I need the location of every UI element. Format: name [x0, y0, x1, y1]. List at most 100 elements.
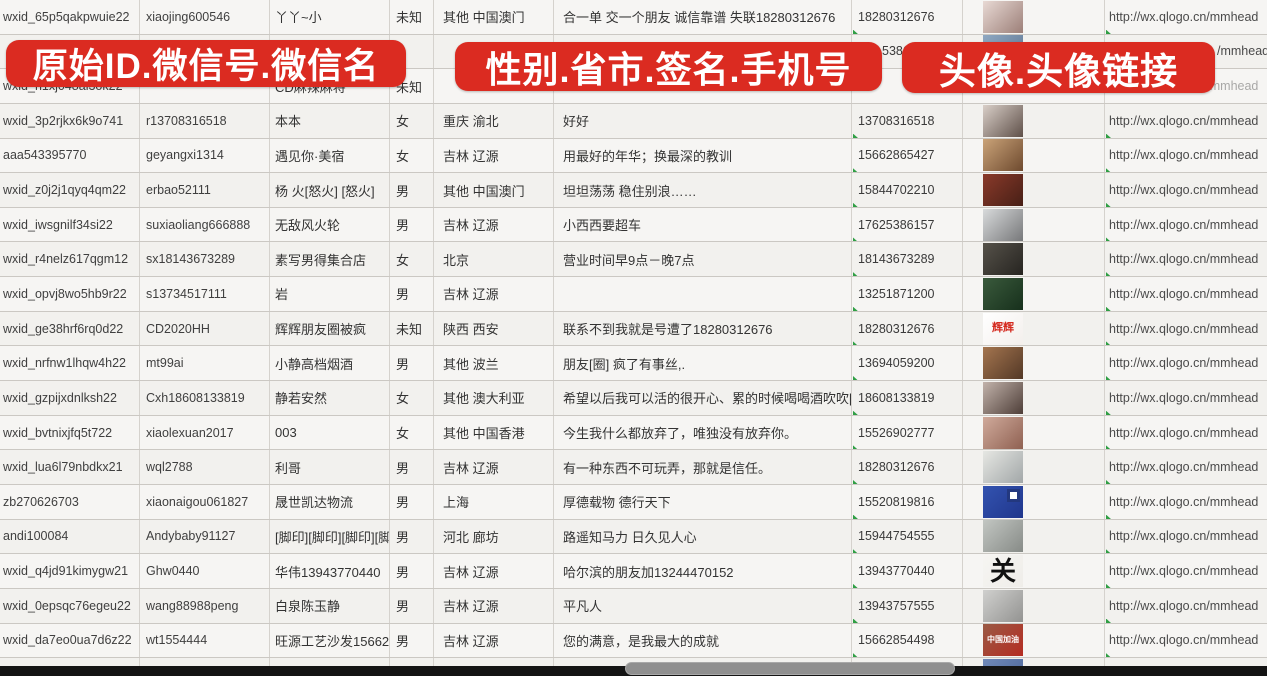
cell-avatar-url[interactable]: http://wx.qlogo.cn/mmhead — [1105, 277, 1267, 311]
cell-avatar-url[interactable]: http://wx.qlogo.cn/mmhead — [1105, 485, 1267, 519]
cell-phone[interactable]: 15662865427 — [852, 138, 963, 173]
cell-original-id[interactable]: zb270626703 — [0, 484, 140, 519]
cell-wechat-id[interactable]: Ghw0440 — [140, 554, 270, 588]
cell-avatar-url[interactable]: http://wx.qlogo.cn/mmhead — [1105, 312, 1267, 346]
cell-wechat-id[interactable]: xiaojing600546 — [140, 0, 270, 34]
cell-gender[interactable]: 女 — [390, 381, 434, 415]
cell-wechat-name[interactable]: 晟世凯达物流 — [270, 484, 390, 519]
cell-gender[interactable]: 男 — [390, 623, 434, 658]
cell-phone[interactable]: 18280312676 — [852, 450, 963, 484]
cell-gender[interactable]: 男 — [390, 554, 434, 588]
cell-wechat-name[interactable]: 旺源工艺沙发15662854 — [270, 623, 390, 658]
cell-region[interactable]: 其他 波兰 — [434, 346, 554, 381]
cell-avatar-url[interactable]: http://wx.qlogo.cn/mmhead — [1105, 589, 1267, 623]
cell-signature[interactable]: 联系不到我就是号遭了18280312676 — [554, 311, 852, 346]
cell-avatar[interactable] — [963, 588, 1105, 623]
cell-wechat-id[interactable]: wt1554444 — [140, 623, 270, 658]
cell-wechat-id[interactable]: sx18143673289 — [140, 242, 270, 277]
cell-region[interactable]: 北京 — [434, 242, 554, 277]
cell-wechat-name[interactable]: 利哥 — [270, 450, 390, 484]
cell-gender[interactable]: 女 — [390, 415, 434, 450]
cell-avatar[interactable] — [963, 173, 1105, 207]
cell-phone[interactable]: 15526902777 — [852, 415, 963, 450]
cell-signature[interactable]: 合一单 交一个朋友 诚信靠谱 失联18280312676 — [554, 0, 852, 34]
cell-phone[interactable]: 15944754555 — [852, 519, 963, 554]
cell-wechat-id[interactable]: geyangxi1314 — [140, 138, 270, 173]
cell-gender[interactable]: 男 — [390, 173, 434, 207]
cell-region[interactable]: 吉林 辽源 — [434, 554, 554, 588]
cell-avatar[interactable] — [963, 415, 1105, 450]
cell-avatar-url[interactable]: http://wx.qlogo.cn/mmhead — [1105, 242, 1267, 277]
cell-region[interactable]: 上海 — [434, 484, 554, 519]
cell-original-id[interactable]: wxid_ge38hrf6rq0d22 — [0, 311, 140, 346]
cell-avatar-url[interactable]: http://wx.qlogo.cn/mmhead — [1105, 139, 1267, 173]
cell-signature[interactable]: 用最好的年华；换最深的教训 — [554, 138, 852, 173]
cell-original-id[interactable]: wxid_z0j2j1qyq4qm22 — [0, 173, 140, 207]
cell-region[interactable]: 吉林 辽源 — [434, 138, 554, 173]
cell-gender[interactable]: 女 — [390, 242, 434, 277]
horizontal-scrollbar-thumb[interactable] — [625, 662, 955, 675]
cell-wechat-id[interactable]: Andybaby91127 — [140, 519, 270, 554]
cell-phone[interactable]: 13943770440 — [852, 554, 963, 588]
cell-signature[interactable]: 哈尔滨的朋友加13244470152 — [554, 554, 852, 588]
cell-phone[interactable]: 13694059200 — [852, 346, 963, 381]
cell-wechat-id[interactable]: CD2020HH — [140, 311, 270, 346]
cell-wechat-name[interactable]: 本本 — [270, 103, 390, 138]
cell-gender[interactable]: 男 — [390, 277, 434, 311]
cell-signature[interactable]: 朋友[圈] 疯了有事丝,. — [554, 346, 852, 381]
cell-original-id[interactable]: wxid_bvtnixjfq5t722 — [0, 415, 140, 450]
cell-avatar[interactable] — [963, 207, 1105, 242]
cell-region[interactable]: 其他 中国澳门 — [434, 0, 554, 34]
cell-wechat-name[interactable]: 杨 火[怒火] [怒火] — [270, 173, 390, 207]
cell-wechat-name[interactable]: 003 — [270, 415, 390, 450]
cell-avatar-url[interactable]: http://wx.qlogo.cn/mmhead — [1105, 381, 1267, 415]
cell-phone[interactable]: 17625386157 — [852, 207, 963, 242]
cell-signature[interactable]: 有一种东西不可玩弄，那就是信任。 — [554, 450, 852, 484]
cell-gender[interactable]: 女 — [390, 103, 434, 138]
cell-avatar-url[interactable]: http://wx.qlogo.cn/mmhead — [1105, 0, 1267, 34]
cell-gender[interactable]: 未知 — [390, 69, 434, 103]
cell-wechat-name[interactable]: 岩 — [270, 277, 390, 311]
cell-avatar[interactable]: 关 — [963, 554, 1105, 588]
cell-phone[interactable]: 13943757555 — [852, 588, 963, 623]
cell-original-id[interactable]: wxid_65p5qakpwuie22 — [0, 0, 140, 34]
cell-original-id[interactable]: wxid_3p2rjkx6k9o741 — [0, 103, 140, 138]
cell-signature[interactable] — [554, 277, 852, 311]
cell-avatar-url[interactable]: http://wx.qlogo.cn/mmhead — [1105, 520, 1267, 554]
cell-wechat-id[interactable]: wang88988peng — [140, 588, 270, 623]
cell-wechat-id[interactable]: wql2788 — [140, 450, 270, 484]
cell-signature[interactable]: 坦坦荡荡 稳住别浪…… — [554, 173, 852, 207]
cell-avatar[interactable] — [963, 381, 1105, 415]
cell-phone[interactable]: 15520819816 — [852, 484, 963, 519]
cell-original-id[interactable]: wxid_lua6l79nbdkx21 — [0, 450, 140, 484]
cell-original-id[interactable]: wxid_opvj8wo5hb9r22 — [0, 277, 140, 311]
cell-wechat-name[interactable]: 素写男得集合店 — [270, 242, 390, 277]
cell-phone[interactable]: 15662854498 — [852, 623, 963, 658]
cell-wechat-name[interactable]: 白泉陈玉静 — [270, 588, 390, 623]
cell-phone[interactable]: 15844702210 — [852, 173, 963, 207]
cell-region[interactable]: 吉林 辽源 — [434, 207, 554, 242]
cell-avatar[interactable] — [963, 450, 1105, 484]
cell-avatar[interactable] — [963, 103, 1105, 138]
cell-original-id[interactable]: andi100084 — [0, 519, 140, 554]
cell-signature[interactable]: 好好 — [554, 103, 852, 138]
cell-region[interactable]: 其他 澳大利亚 — [434, 381, 554, 415]
cell-wechat-name[interactable]: 华伟13943770440 — [270, 554, 390, 588]
cell-original-id[interactable]: wxid_nrfnw1lhqw4h22 — [0, 346, 140, 381]
cell-avatar[interactable]: 中国加油 — [963, 623, 1105, 658]
cell-region[interactable]: 其他 中国香港 — [434, 415, 554, 450]
cell-wechat-id[interactable]: Cxh18608133819 — [140, 381, 270, 415]
cell-original-id[interactable]: wxid_0epsqc76egeu22 — [0, 588, 140, 623]
cell-gender[interactable] — [390, 34, 434, 69]
cell-wechat-name[interactable]: 遇见你·美宿 — [270, 138, 390, 173]
cell-gender[interactable]: 男 — [390, 450, 434, 484]
cell-wechat-id[interactable]: mt99ai — [140, 346, 270, 381]
cell-avatar[interactable] — [963, 277, 1105, 311]
cell-phone[interactable]: 13251871200 — [852, 277, 963, 311]
cell-wechat-id[interactable]: xiaonaigou061827 — [140, 484, 270, 519]
cell-region[interactable]: 吉林 辽源 — [434, 450, 554, 484]
cell-phone[interactable]: 18143673289 — [852, 242, 963, 277]
cell-original-id[interactable]: aaa543395770 — [0, 138, 140, 173]
cell-region[interactable]: 吉林 辽源 — [434, 623, 554, 658]
cell-avatar-url[interactable]: http://wx.qlogo.cn/mmhead — [1105, 346, 1267, 381]
